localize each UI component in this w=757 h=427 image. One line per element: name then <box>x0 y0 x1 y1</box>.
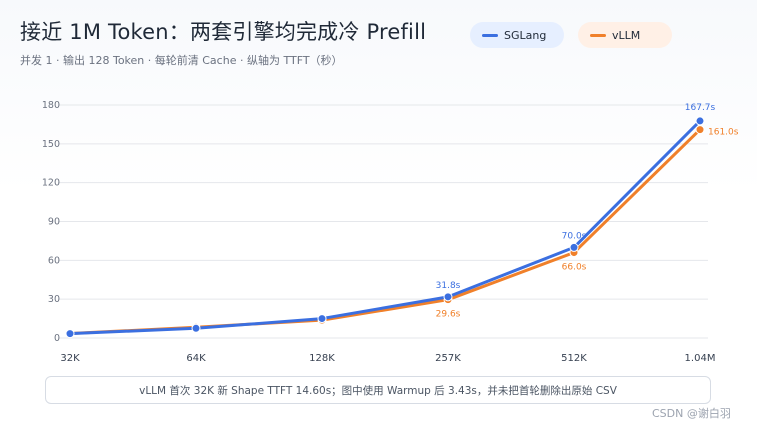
data-label-sglang: 31.8s <box>436 281 461 291</box>
legend-item-vllm[interactable]: vLLM <box>578 22 672 48</box>
y-tick-label: 30 <box>48 294 60 305</box>
chart-subtitle: 并发 1 · 输出 128 Token · 每轮前清 Cache · 纵轴为 T… <box>20 54 343 67</box>
y-tick-label: 60 <box>48 255 60 266</box>
data-label-sglang: 70.0s <box>562 231 587 241</box>
data-point-sglang <box>65 329 75 339</box>
legend-swatch-sglang <box>482 33 498 37</box>
x-tick-label: 128K <box>309 353 335 364</box>
legend-item-sglang[interactable]: SGLang <box>470 22 564 48</box>
data-label-vllm: 29.6s <box>436 310 461 320</box>
y-tick-label: 0 <box>54 333 60 344</box>
data-point-sglang <box>569 242 579 252</box>
legend-label-vllm: vLLM <box>612 28 641 42</box>
legend-label-sglang: SGLang <box>504 28 547 42</box>
x-tick-label: 32K <box>60 353 80 364</box>
y-tick-label: 180 <box>42 100 60 111</box>
x-tick-label: 257K <box>435 353 461 364</box>
series-line-sglang <box>68 119 702 336</box>
x-tick-label: 64K <box>186 353 206 364</box>
data-point-sglang <box>695 116 705 126</box>
x-tick-label: 512K <box>561 353 587 364</box>
footnote-box: vLLM 首次 32K 新 Shape TTFT 14.60s；图中使用 War… <box>45 376 711 404</box>
watermark: CSDN @谢白羽 <box>652 407 731 420</box>
y-tick-label: 90 <box>48 217 60 228</box>
x-tick-label: 1.04M <box>685 353 716 364</box>
series-line-vllm <box>68 128 702 336</box>
data-point-sglang <box>191 323 201 333</box>
data-point-sglang <box>443 292 453 302</box>
legend-swatch-vllm <box>590 33 606 37</box>
data-point-vllm <box>695 125 705 135</box>
y-tick-label: 120 <box>42 178 60 189</box>
data-label-vllm: 161.0s <box>708 128 739 138</box>
y-tick-label: 150 <box>42 139 60 150</box>
data-point-sglang <box>317 314 327 324</box>
data-label-vllm: 66.0s <box>562 263 587 273</box>
chart-title: 接近 1M Token：两套引擎均完成冷 Prefill <box>20 20 427 44</box>
data-label-sglang: 167.7s <box>685 103 716 113</box>
